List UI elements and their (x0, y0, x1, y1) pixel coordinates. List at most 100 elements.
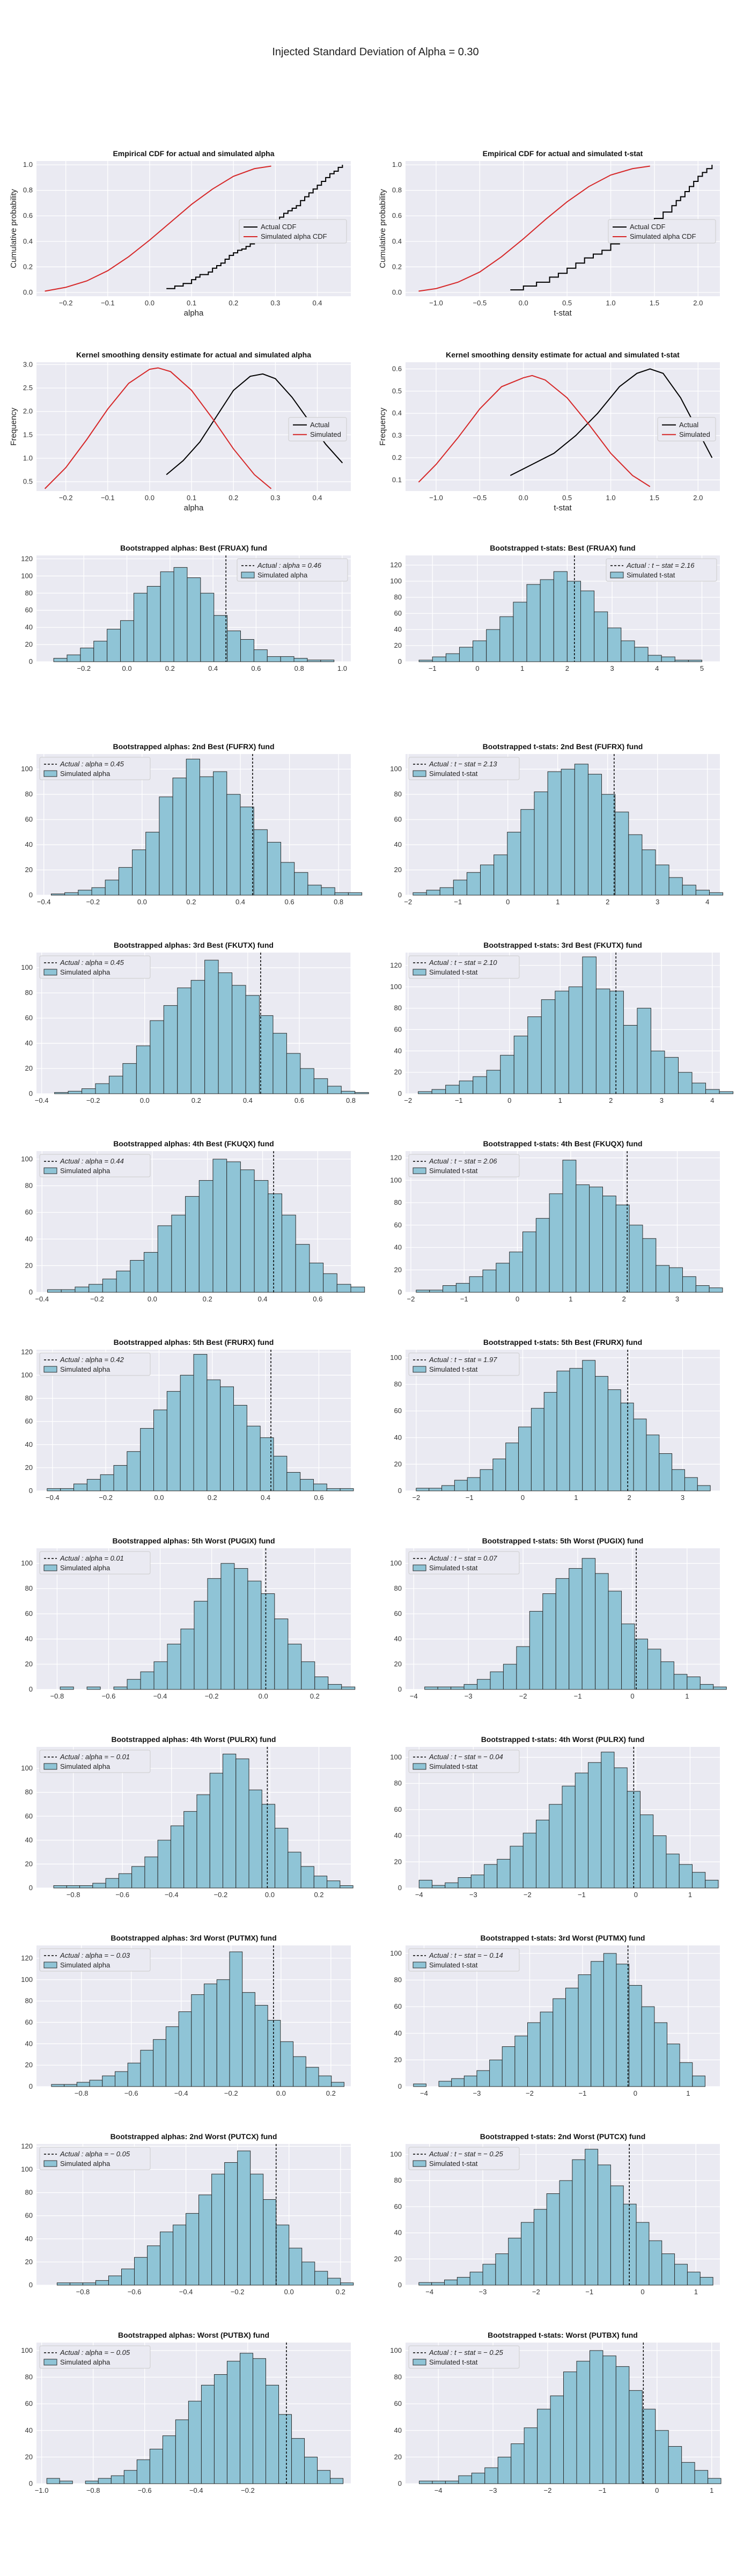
histogram-bar (122, 1063, 137, 1094)
histogram-bar (444, 2279, 458, 2286)
histogram-bar (418, 2480, 433, 2484)
histogram-bar (73, 1483, 87, 1491)
series-line (418, 165, 650, 292)
y-tick-label: 80 (25, 1182, 33, 1190)
y-tick-label: 0.1 (392, 475, 402, 484)
legend-swatch (241, 572, 255, 579)
histogram-bar (317, 2470, 331, 2484)
y-tick-label: 0 (29, 1288, 33, 1296)
histogram-bar (321, 887, 335, 896)
histogram-bar (608, 1591, 622, 1690)
y-tick-label: 40 (394, 1243, 402, 1252)
x-tick-label: −2 (519, 1692, 527, 1700)
histogram-bar (623, 1024, 638, 1094)
histogram-bar (102, 2075, 115, 2087)
x-tick-label: −0.2 (224, 2089, 238, 2097)
legend-label: Simulated t-stat (429, 1961, 478, 1969)
legend-box (606, 558, 717, 582)
x-tick-label: 0.0 (137, 898, 147, 906)
histogram-bar (542, 1593, 556, 1690)
x-tick-label: −0.4 (153, 1692, 167, 1700)
y-tick-label: 20 (394, 1660, 402, 1668)
y-tick-label: 0 (398, 657, 402, 665)
x-tick-label: 0.6 (314, 1494, 323, 1502)
histogram-bar (679, 1864, 693, 1889)
histogram-bar (566, 581, 581, 662)
histogram-bar (653, 1835, 667, 1889)
histogram-bar (432, 2480, 446, 2484)
y-tick-label: 0 (29, 1685, 33, 1693)
x-tick-label: 0.0 (259, 1692, 268, 1700)
legend-swatch (413, 770, 426, 777)
histogram-bar (273, 1455, 288, 1491)
histogram-bar (418, 1879, 433, 1889)
y-tick-label: 20 (25, 1064, 33, 1072)
histogram-bar (682, 884, 696, 896)
histogram-bar (620, 1402, 634, 1491)
x-tick-label: 0.2 (310, 1692, 320, 1700)
x-tick-label: 0.0 (284, 2288, 294, 2296)
legend-swatch (43, 1962, 57, 1968)
histogram-bar (46, 2478, 60, 2484)
histogram-bar (240, 1169, 255, 1293)
histogram-bar (509, 1252, 524, 1293)
histogram-bar (615, 2366, 630, 2484)
legend-box (408, 1352, 520, 1376)
x-tick-label: 0.8 (346, 1096, 356, 1104)
legend-box (39, 2147, 151, 2170)
histogram-bar (668, 2446, 682, 2484)
y-tick-label: 20 (394, 2453, 402, 2461)
histogram-bar (482, 2264, 496, 2286)
legend-label: Actual : alpha = 0.44 (60, 1157, 124, 1165)
histogram-bar (569, 1368, 583, 1491)
histogram-bar (132, 849, 146, 896)
histogram-bar (547, 771, 562, 896)
histogram-bar (565, 1987, 579, 2087)
histogram-bar (263, 2199, 277, 2286)
histogram-bar (484, 2467, 498, 2484)
legend-label: Simulated t-stat (429, 2358, 478, 2366)
histogram-bar (320, 660, 335, 662)
series-line (510, 368, 713, 476)
histogram-bar (510, 1846, 524, 1889)
histogram-bar (522, 1833, 536, 1889)
histogram-bar (82, 2282, 96, 2286)
histogram-bar (473, 640, 487, 662)
histogram-bar (591, 1961, 604, 2087)
histogram-bar (67, 654, 81, 662)
histogram-bar (633, 1418, 647, 1491)
histogram-bar (431, 2282, 445, 2286)
histogram-bar (568, 986, 583, 1094)
histogram-bar (595, 1573, 609, 1690)
y-tick-label: 80 (394, 1380, 402, 1388)
x-tick-label: −3 (479, 2288, 487, 2296)
legend-swatch (43, 2160, 57, 2167)
histogram-bar (439, 887, 454, 896)
histogram-bar (177, 987, 192, 1094)
y-tick-label: 100 (21, 963, 33, 971)
legend-label: Actual : alpha = 0.42 (60, 1356, 124, 1364)
x-tick-label: −1 (455, 1096, 463, 1104)
histogram-bar (102, 1278, 117, 1293)
x-tick-label: 0.2 (336, 2288, 345, 2296)
chart-panel-12: −2 −1 0 1 2 3 0 20 40 60 80 100 120 Bootstrapped t-st… (390, 1139, 723, 1303)
legend-label: Actual : t − stat = − 0.25 (429, 2348, 503, 2357)
y-tick-label: 20 (394, 866, 402, 874)
histogram-bar (518, 1426, 532, 1491)
histogram-bar (93, 641, 108, 662)
histogram-bar (607, 627, 622, 662)
histogram-bar (445, 2480, 459, 2484)
y-tick-label: 40 (25, 2426, 33, 2434)
histogram-bar (233, 1404, 247, 1491)
legend-swatch (413, 1962, 426, 1968)
chart-panel-6: −1 0 1 2 3 4 5 0 20 40 60 80 100 120 Bootstrapped t-st… (390, 544, 720, 672)
x-tick-label: 0.3 (270, 299, 280, 307)
x-tick-label: 3 (656, 898, 659, 906)
histogram-bar (127, 1451, 141, 1491)
histogram-bar (267, 656, 281, 662)
histogram-bar (505, 1443, 519, 1491)
y-tick-label: 100 (21, 765, 33, 773)
x-tick-label: 2.0 (693, 494, 703, 502)
x-tick-label: −0.8 (50, 1692, 64, 1700)
